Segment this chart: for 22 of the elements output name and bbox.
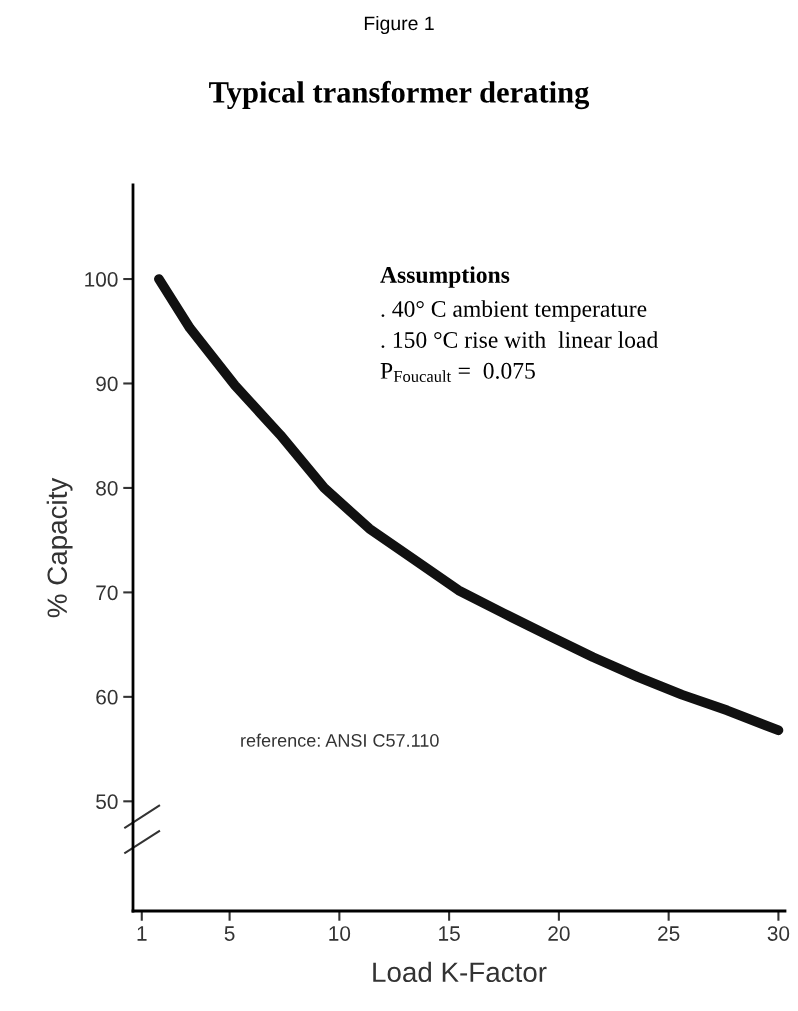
y-tick-label: 100: [85, 272, 118, 287]
y-tick-label: 50: [96, 794, 118, 810]
chart-subtitle: Figure 1: [364, 15, 434, 35]
y-tick-label: 60: [96, 689, 118, 705]
y-tick-label: 90: [96, 376, 118, 392]
annotation: Assumptions: [380, 266, 510, 288]
annotation: P$_{Foucault}$ = 0.075: [380, 362, 535, 382]
x-tick-label: 30: [767, 926, 790, 941]
annotation: . 40° C ambient temperature: [381, 300, 647, 322]
x-tick-label: 5: [224, 926, 235, 941]
y-tick-label: 80: [96, 480, 118, 496]
x-axis-title: Load K-Factor: [373, 961, 547, 983]
annotation: . 150 °C rise with linear load: [381, 331, 659, 349]
annotation: reference: ANSI C57.110: [241, 733, 439, 747]
x-tick-label: 1: [137, 926, 147, 941]
x-tick-label: 20: [548, 926, 570, 941]
x-tick-label: 10: [329, 926, 351, 941]
y-tick-label: 70: [96, 585, 118, 601]
x-tick-label: 15: [439, 926, 460, 941]
x-tick-label: 25: [658, 926, 680, 941]
y-axis-title: % Capacity: [46, 477, 73, 618]
chart-title: Typical transformer derating: [209, 80, 590, 110]
